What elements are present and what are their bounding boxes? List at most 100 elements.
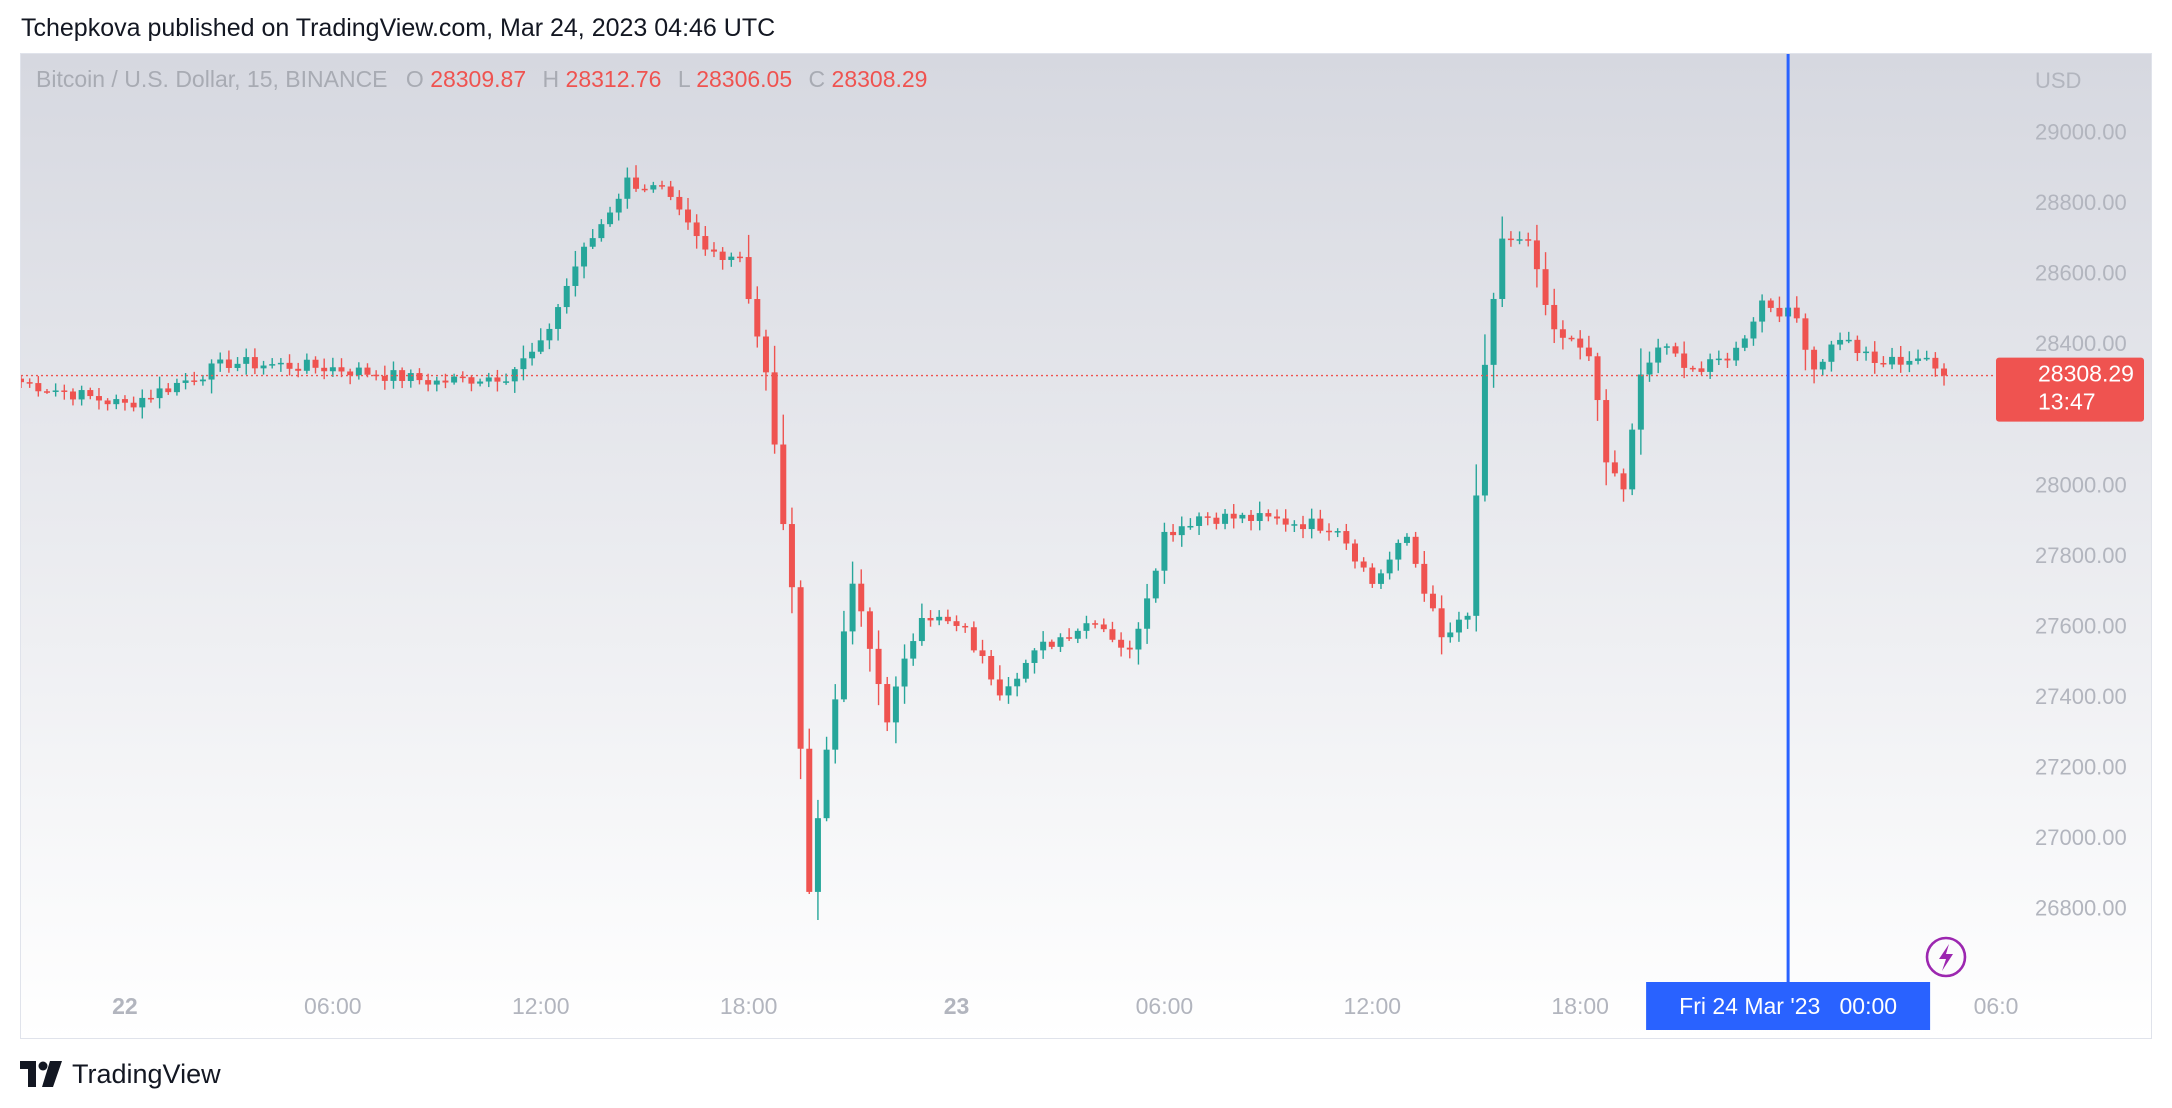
candle-body — [659, 185, 666, 187]
candle-body — [1750, 321, 1757, 339]
candle-body — [1360, 561, 1367, 568]
time-tick-label: 22 — [112, 993, 138, 1019]
candle-body — [1300, 524, 1307, 530]
candle-body — [234, 363, 241, 368]
legend-symbol: Bitcoin / U.S. Dollar, 15, BINANCE — [36, 66, 388, 92]
candle-body — [61, 390, 68, 392]
tradingview-logo[interactable]: TradingView — [20, 1057, 221, 1091]
candle-body — [555, 307, 562, 329]
time-tick-label: 18:00 — [720, 993, 778, 1019]
candle-body — [199, 379, 206, 382]
candle-body — [1152, 570, 1159, 599]
candle-body — [1291, 524, 1298, 526]
time-tick-label: 06:0 — [1974, 993, 2019, 1019]
candle-body — [563, 285, 570, 308]
candle-body — [814, 818, 821, 892]
last-price-label: 28308.29 — [2038, 361, 2134, 387]
candle-body — [1559, 329, 1566, 338]
candle-body — [1204, 516, 1211, 518]
candle-body — [1074, 630, 1081, 639]
candle-body — [736, 256, 743, 259]
candle-body — [667, 186, 674, 197]
candle-body — [1811, 349, 1818, 370]
chart-pane[interactable]: Bitcoin / U.S. Dollar, 15, BINANCE O 283… — [20, 53, 2152, 1039]
candle-body — [477, 381, 484, 384]
candle-body — [1533, 240, 1540, 270]
candle-body — [806, 748, 813, 892]
tradingview-logo-text: TradingView — [72, 1058, 221, 1089]
candle-body — [1196, 516, 1203, 526]
candle-body — [1057, 637, 1064, 647]
legend-low-label: L — [678, 66, 691, 92]
candle-body — [503, 381, 510, 383]
time-tick-label: 06:00 — [1136, 993, 1194, 1019]
candle-body — [1915, 358, 1922, 361]
candle-body — [858, 583, 865, 612]
legend-open-value: 28309.87 — [430, 66, 526, 92]
candle-series — [21, 165, 1948, 921]
candle-body — [95, 396, 102, 401]
candle-body — [78, 390, 85, 400]
candle-body — [1663, 346, 1670, 348]
candle-body — [1837, 339, 1844, 345]
candle-body — [702, 236, 709, 250]
candle-body — [1845, 339, 1852, 342]
candle-body — [1577, 338, 1584, 348]
candle-body — [468, 377, 475, 384]
candle-body — [1326, 530, 1333, 533]
candle-body — [745, 257, 752, 300]
price-axis[interactable]: USD 29000.00 28800.00 28600.00 28400.00 2800… — [1996, 68, 2144, 921]
candle-body — [1923, 357, 1930, 360]
candle-body — [1248, 514, 1255, 521]
candle-body — [589, 238, 596, 247]
price-tick-label: 28800.00 — [2035, 190, 2127, 215]
candle-body — [754, 299, 761, 337]
candle-body — [572, 266, 579, 286]
candle-body — [1351, 543, 1358, 562]
candle-body — [598, 224, 605, 239]
price-tick-label: 27400.00 — [2035, 684, 2127, 709]
candle-body — [1880, 362, 1887, 365]
price-tick-label: 27800.00 — [2035, 543, 2127, 568]
candle-body — [1386, 559, 1393, 574]
price-tick-label: 26800.00 — [2035, 896, 2127, 921]
candle-body — [719, 251, 726, 260]
candle-body — [788, 524, 795, 588]
candle-body — [225, 359, 232, 368]
candle-body — [191, 380, 198, 382]
candle-body — [520, 358, 527, 370]
lightning-icon[interactable] — [1925, 936, 1967, 978]
time-tick-label: 06:00 — [304, 993, 362, 1019]
candle-body — [676, 196, 683, 210]
candle-body — [286, 362, 293, 369]
legend-high-value: 28312.76 — [566, 66, 662, 92]
price-tick-label: 27000.00 — [2035, 825, 2127, 850]
candle-body — [823, 749, 830, 819]
candle-body — [364, 367, 371, 375]
candle-body — [1646, 362, 1653, 375]
time-tick-label: 12:00 — [1344, 993, 1402, 1019]
candle-body — [277, 362, 284, 365]
candle-body — [104, 400, 111, 405]
chart-legend: Bitcoin / U.S. Dollar, 15, BINANCE O 283… — [36, 66, 927, 92]
candle-body — [321, 367, 328, 372]
candle-body — [1776, 307, 1783, 317]
time-axis[interactable]: 22 06:00 12:00 18:00 23 06:00 12:00 18:00 06:0 — [112, 993, 2018, 1019]
candle-body — [1274, 516, 1281, 519]
candle-body — [1707, 359, 1714, 372]
candle-body — [407, 373, 414, 382]
candle-body — [1100, 624, 1107, 630]
publisher-line: Tchepkova published on TradingView.com, … — [21, 14, 776, 42]
candle-body — [797, 587, 804, 749]
candle-body — [121, 399, 128, 403]
candle-body — [1525, 239, 1532, 241]
time-tick-label: 12:00 — [512, 993, 570, 1019]
candle-body — [1421, 563, 1428, 594]
candle-body — [1005, 686, 1012, 696]
candlestick-chart[interactable]: Bitcoin / U.S. Dollar, 15, BINANCE O 283… — [21, 54, 2152, 1039]
candle-body — [459, 376, 466, 379]
candle-body — [1455, 619, 1462, 633]
candle-body — [1048, 641, 1055, 647]
candle-body — [1256, 513, 1263, 521]
candle-body — [624, 177, 631, 199]
